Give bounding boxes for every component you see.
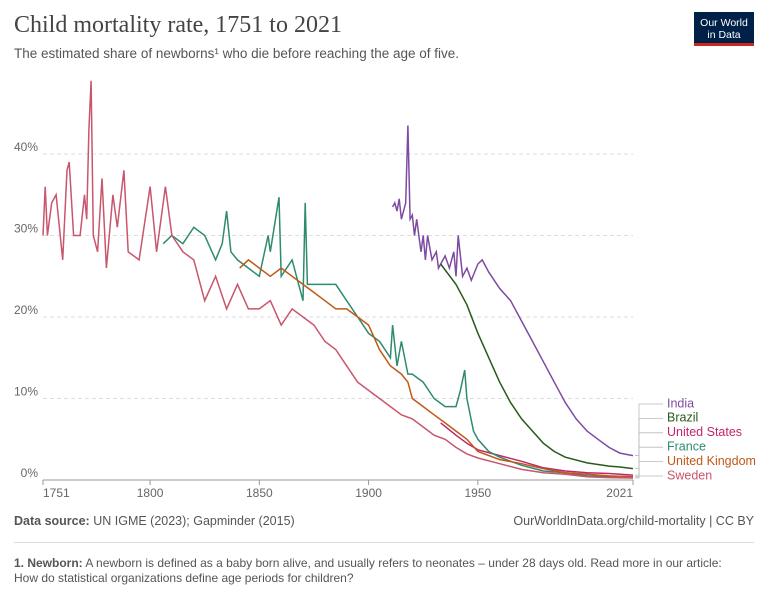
x-tick-label: 1850 <box>246 486 273 500</box>
label-connector <box>635 461 663 478</box>
series-line <box>440 263 634 470</box>
legend-label: India <box>667 396 694 410</box>
legend-label: France <box>667 439 706 453</box>
url: OurWorldInData.org/child-mortality | CC … <box>513 514 754 528</box>
source-label: Data source: <box>14 514 90 528</box>
series-line <box>42 80 634 479</box>
series-line <box>162 197 633 478</box>
footnote-text: A newborn is defined as a baby born aliv… <box>14 556 722 585</box>
chart: 0% 10% 20% 30% 40% 1751 1800 1850 1900 1950 2021 In… <box>14 80 756 500</box>
y-tick-label: 0% <box>21 466 39 480</box>
x-tick-label: 1900 <box>355 486 382 500</box>
y-tick-label: 20% <box>14 303 38 317</box>
x-tick-label: 1950 <box>465 486 492 500</box>
chart-subtitle: The estimated share of newborns¹ who die… <box>14 46 460 61</box>
y-tick-label: 30% <box>14 222 38 236</box>
series-line <box>440 422 634 476</box>
x-tick-label: 1751 <box>43 486 70 500</box>
y-tick-label: 10% <box>14 385 38 399</box>
legend-label: United States <box>667 425 742 439</box>
y-tick-label: 40% <box>14 140 38 154</box>
legend-label: Brazil <box>667 411 698 425</box>
source: Data source: UN IGME (2023); Gapminder (… <box>14 514 295 528</box>
footnote: 1. Newborn: A newborn is defined as a ba… <box>14 556 734 586</box>
footnote-label: 1. Newborn: <box>14 556 83 570</box>
legend-label: United Kingdom <box>667 454 756 468</box>
chart-title: Child mortality rate, 1751 to 2021 <box>14 12 342 38</box>
logo-text: in Data <box>707 29 741 41</box>
logo: Our World in Data <box>694 12 754 46</box>
x-tick-label: 1800 <box>137 486 164 500</box>
series-line <box>391 125 634 457</box>
legend-label: Sweden <box>667 468 712 482</box>
logo-text: Our World <box>700 17 748 29</box>
source-text: UN IGME (2023); Gapminder (2015) <box>93 514 295 528</box>
series-line <box>239 258 634 478</box>
label-connector <box>635 475 663 479</box>
x-tick-label: 2021 <box>606 486 633 500</box>
divider <box>14 542 754 543</box>
